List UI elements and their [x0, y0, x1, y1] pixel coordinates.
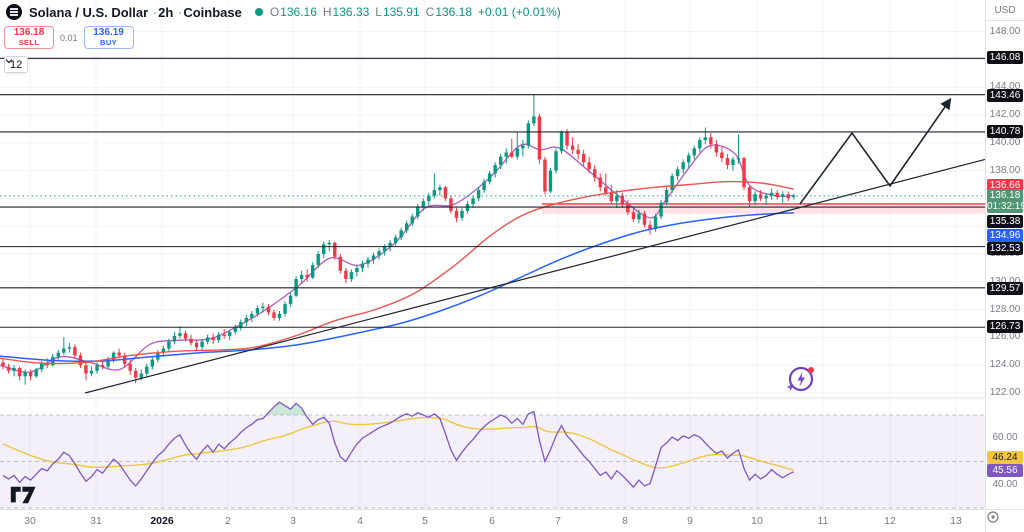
- chevron-down-icon: [5, 59, 13, 64]
- price-tick-label: 126.00: [989, 331, 1021, 343]
- price-label-chip: 45.56: [987, 463, 1023, 477]
- boost-circle-icon: [788, 366, 814, 392]
- rsi-tick-label: 60.00: [992, 432, 1018, 444]
- rsi-overbought-fill: [266, 402, 535, 415]
- time-tick-label: 3: [290, 515, 296, 527]
- time-tick-label: 30: [24, 515, 36, 527]
- price-label-chip: 143.46: [987, 88, 1023, 102]
- price-change: +0.01 (+0.01%): [478, 5, 561, 19]
- time-tick-label: 2: [225, 515, 231, 527]
- support-zone[interactable]: [542, 203, 986, 214]
- collapsed-indicators-toggle[interactable]: 12: [4, 56, 29, 73]
- price-tick-label: 148.00: [989, 25, 1021, 37]
- interval-label: 2h: [158, 4, 174, 20]
- price-gridlines: [0, 31, 986, 394]
- price-label-chip: 136.66: [987, 178, 1023, 192]
- separator: ·: [177, 4, 183, 20]
- time-tick-label: 9: [687, 515, 693, 527]
- price-tick-label: 128.00: [989, 303, 1021, 315]
- price-label-chip: 126.73: [987, 319, 1023, 333]
- tradingview-logo-icon: [10, 486, 36, 504]
- projection-arrow-drawing[interactable]: [799, 97, 952, 205]
- time-tick-label: 12: [884, 515, 896, 527]
- price-scale-currency: USD: [986, 0, 1024, 21]
- rsi-tick-label: 40.00: [992, 478, 1018, 490]
- spread-value: 0.01: [60, 32, 78, 43]
- bar-countdown: 01:32:19: [987, 201, 1024, 212]
- rsi-pane: [0, 401, 986, 509]
- time-tick-label: 4: [357, 515, 363, 527]
- rsi-ma-line: [2, 416, 794, 471]
- rsi-line: [2, 401, 795, 489]
- ohlc-values: O136.16 H136.33 L135.91 C136.18 +0.01 (+…: [269, 5, 561, 19]
- time-tick-label: 5: [422, 515, 428, 527]
- time-tick-label: 13: [950, 515, 962, 527]
- price-label-chip: 146.08: [987, 50, 1023, 64]
- price-tick-label: 140.00: [989, 136, 1021, 148]
- price-tick-label: 138.00: [989, 164, 1021, 176]
- buy-button[interactable]: 136.19 BUY: [83, 26, 134, 49]
- ma-slow-blue[interactable]: [0, 212, 795, 363]
- price-label-chip: 134.96: [987, 228, 1023, 242]
- price-tick-label: 144.00: [989, 81, 1021, 93]
- time-tick-label: 6: [489, 515, 495, 527]
- time-tick-label: 31: [90, 515, 102, 527]
- boost-assistant-icon[interactable]: [783, 362, 819, 398]
- price-label-chip: 129.57: [987, 281, 1023, 295]
- time-axis-settings[interactable]: [985, 510, 1024, 532]
- gear-icon: [987, 511, 999, 523]
- sell-button[interactable]: 136.18 SELL: [4, 26, 54, 49]
- price-label-chip: 132.53: [987, 241, 1023, 255]
- price-tick-label: 130.00: [986, 276, 1024, 288]
- market-status-icon[interactable]: [254, 8, 263, 16]
- ma-fast-purple[interactable]: [0, 143, 795, 373]
- price-tick-label: 122.00: [989, 387, 1021, 398]
- trendline-drawing[interactable]: [84, 158, 986, 394]
- vertical-gridlines: [29, 0, 957, 510]
- price-label-chip: 46.24: [987, 450, 1023, 464]
- horizontal-line-drawings[interactable]: [0, 57, 986, 328]
- symbol-header: Solana / U.S. Dollar ·2h ·Coinbase O136.…: [6, 4, 561, 20]
- price-scale[interactable]: USD 148.00146.00144.00142.00140.00138.00…: [985, 0, 1024, 510]
- ma-mid-red[interactable]: [0, 180, 795, 365]
- price-tick-label: 124.00: [989, 359, 1021, 371]
- current-price-chip: 136.18: [989, 190, 1021, 201]
- collapsed-indicators-count: 12: [10, 58, 23, 71]
- time-tick-label: 11: [817, 515, 829, 527]
- price-label-chip: 135.38: [987, 214, 1023, 228]
- trade-buttons: 136.18 SELL 0.01 136.19 BUY: [4, 26, 134, 49]
- sparkle-star-icon: [786, 383, 795, 391]
- time-tick-label: 7: [555, 515, 561, 527]
- notification-dot-icon: [808, 367, 814, 373]
- time-axis[interactable]: 30 31 2026 2 3 4 5 6 7 8 9 10 11 12 13: [0, 509, 1024, 532]
- symbol-title[interactable]: Solana / U.S. Dollar ·2h ·Coinbase: [29, 4, 242, 20]
- lightning-icon: [797, 372, 805, 387]
- separator: ·: [152, 4, 158, 20]
- solana-logo-icon[interactable]: [6, 4, 22, 20]
- time-tick-label: 8: [622, 515, 628, 527]
- time-tick-label: 2026: [150, 515, 174, 527]
- price-label-chip: 140.78: [987, 124, 1023, 138]
- exchange-label: Coinbase: [183, 4, 242, 20]
- price-tick-label: 142.00: [989, 109, 1021, 120]
- time-tick-label: 10: [751, 515, 763, 527]
